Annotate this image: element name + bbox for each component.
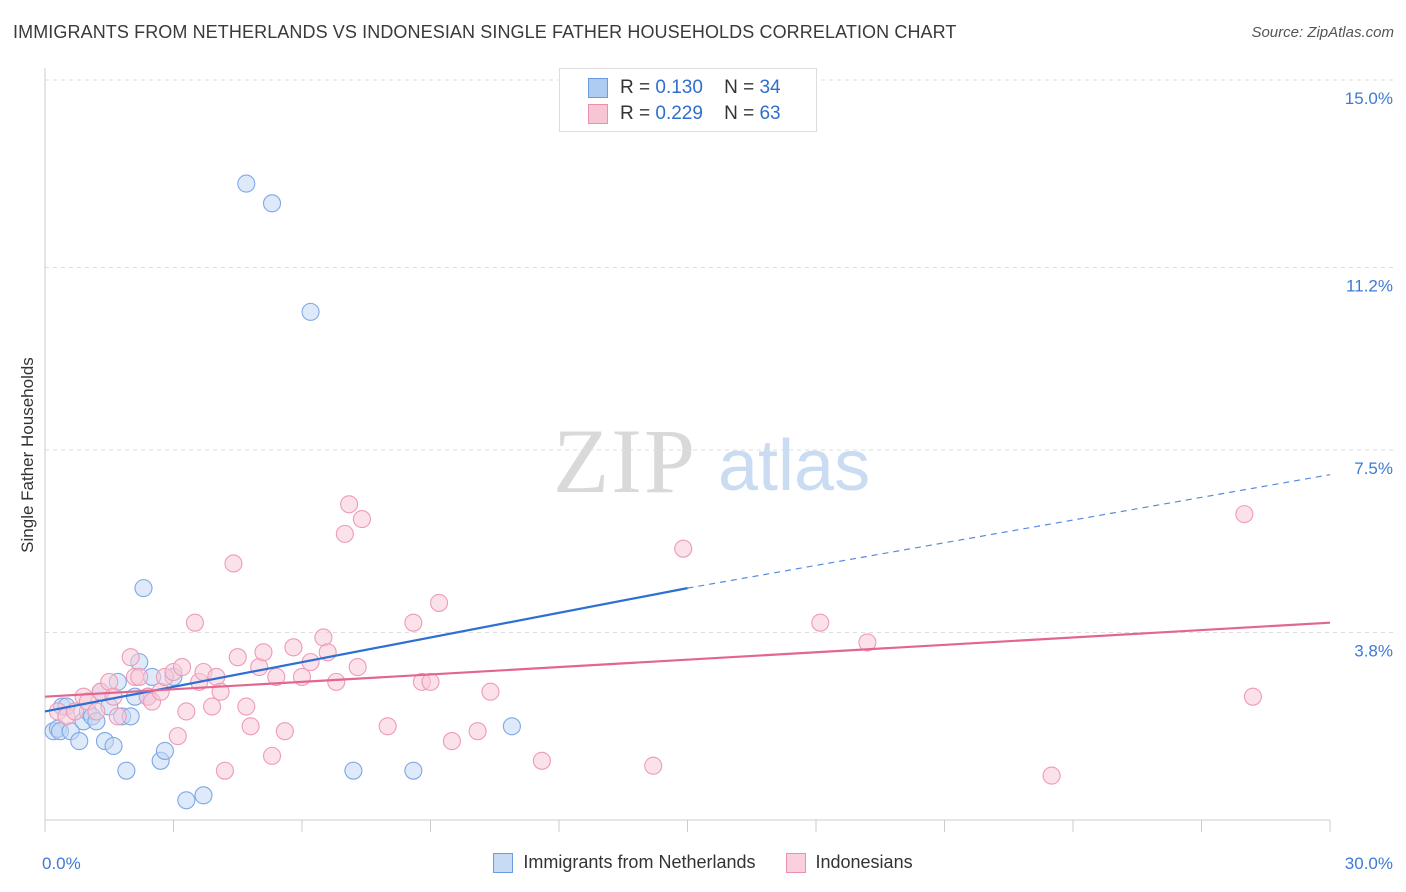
point-indonesians — [644, 756, 663, 775]
point-indonesians — [468, 722, 487, 741]
point-indonesians — [340, 495, 359, 514]
point-indonesians — [121, 648, 140, 667]
swatch-indonesians — [588, 104, 608, 124]
point-netherlands — [155, 741, 174, 760]
point-indonesians — [421, 672, 440, 691]
point-indonesians — [177, 702, 196, 721]
gridlines — [45, 79, 1395, 634]
data-points — [44, 174, 1262, 810]
point-indonesians — [532, 751, 551, 770]
point-indonesians — [481, 682, 500, 701]
point-indonesians — [215, 761, 234, 780]
point-netherlands — [301, 302, 320, 321]
point-indonesians — [203, 697, 222, 716]
point-indonesians — [1243, 687, 1262, 706]
point-indonesians — [224, 554, 243, 573]
r-value-netherlands: 0.130 — [655, 77, 703, 98]
r-value-indonesians: 0.229 — [655, 103, 703, 124]
source-label: Source: ZipAtlas.com — [1251, 24, 1394, 41]
y-axis-label: Single Father Households — [18, 357, 37, 553]
point-indonesians — [430, 593, 449, 612]
point-indonesians — [173, 658, 192, 677]
point-indonesians — [1042, 766, 1061, 785]
legend-label-indonesians: Indonesians — [815, 852, 913, 872]
y-tick-label: 7.5% — [1354, 459, 1393, 478]
point-indonesians — [168, 727, 187, 746]
point-indonesians — [185, 613, 204, 632]
point-indonesians — [254, 643, 273, 662]
x-tick-label-max: 30.0% — [1345, 854, 1393, 873]
point-indonesians — [404, 613, 423, 632]
point-indonesians — [228, 648, 247, 667]
point-indonesians — [284, 638, 303, 657]
point-indonesians — [348, 658, 367, 677]
point-netherlands — [177, 791, 196, 810]
point-netherlands — [117, 761, 136, 780]
trend-lines — [44, 474, 1331, 713]
n-label: N = — [724, 103, 755, 124]
n-value-indonesians: 63 — [759, 103, 781, 124]
point-indonesians — [335, 524, 354, 543]
axes — [44, 68, 1331, 832]
point-netherlands — [70, 732, 89, 751]
legend-swatch-indonesians — [785, 852, 806, 873]
trend-line-netherlands-extension — [687, 474, 1331, 589]
y-tick-label: 15.0% — [1345, 89, 1393, 108]
point-indonesians — [267, 667, 286, 686]
point-indonesians — [811, 613, 830, 632]
n-value-netherlands: 34 — [759, 77, 781, 98]
watermark-zip: ZIP — [553, 410, 697, 512]
point-netherlands — [344, 761, 363, 780]
point-indonesians — [87, 702, 106, 721]
point-indonesians — [674, 539, 693, 558]
watermark: ZIP atlas — [553, 410, 870, 512]
legend-label-netherlands: Immigrants from Netherlands — [523, 852, 756, 872]
x-tick-label-min: 0.0% — [42, 854, 81, 873]
y-tick-label: 3.8% — [1354, 642, 1393, 661]
trend-line-netherlands — [44, 587, 688, 713]
point-indonesians — [1235, 505, 1254, 524]
swatch-netherlands — [588, 78, 608, 98]
point-indonesians — [241, 717, 260, 736]
point-indonesians — [352, 510, 372, 529]
n-label: N = — [724, 77, 755, 98]
point-netherlands — [237, 174, 256, 193]
point-indonesians — [108, 707, 127, 726]
y-tick-label: 11.2% — [1346, 276, 1393, 295]
r-label: R = — [620, 103, 651, 124]
point-indonesians — [275, 722, 294, 741]
point-netherlands — [104, 736, 123, 756]
point-netherlands — [134, 579, 153, 598]
legend-swatch-netherlands — [493, 852, 514, 873]
point-netherlands — [404, 761, 423, 780]
legend-item-indonesians[interactable]: Indonesians — [785, 852, 913, 873]
legend-item-netherlands[interactable]: Immigrants from Netherlands — [493, 852, 756, 873]
point-indonesians — [858, 633, 877, 652]
point-indonesians — [442, 732, 461, 751]
point-netherlands — [502, 717, 521, 736]
tick-labels: 3.8% 7.5% 11.2% 15.0% 0.0% 30.0% — [42, 89, 1393, 873]
watermark-atlas: atlas — [718, 426, 870, 506]
point-netherlands — [262, 194, 282, 213]
point-indonesians — [262, 746, 282, 765]
point-indonesians — [327, 672, 346, 691]
stats-legend: R = 0.130 N = 34 R = 0.229 N = 63 — [559, 68, 817, 132]
r-label: R = — [620, 77, 651, 98]
point-indonesians — [378, 717, 397, 736]
point-indonesians — [130, 667, 149, 686]
point-indonesians — [237, 697, 256, 716]
chart-title: IMMIGRANTS FROM NETHERLANDS VS INDONESIA… — [13, 22, 957, 42]
point-netherlands — [194, 786, 213, 805]
series-legend: Immigrants from Netherlands Indonesians — [0, 852, 1406, 873]
trend-line-indonesians — [44, 621, 1331, 698]
